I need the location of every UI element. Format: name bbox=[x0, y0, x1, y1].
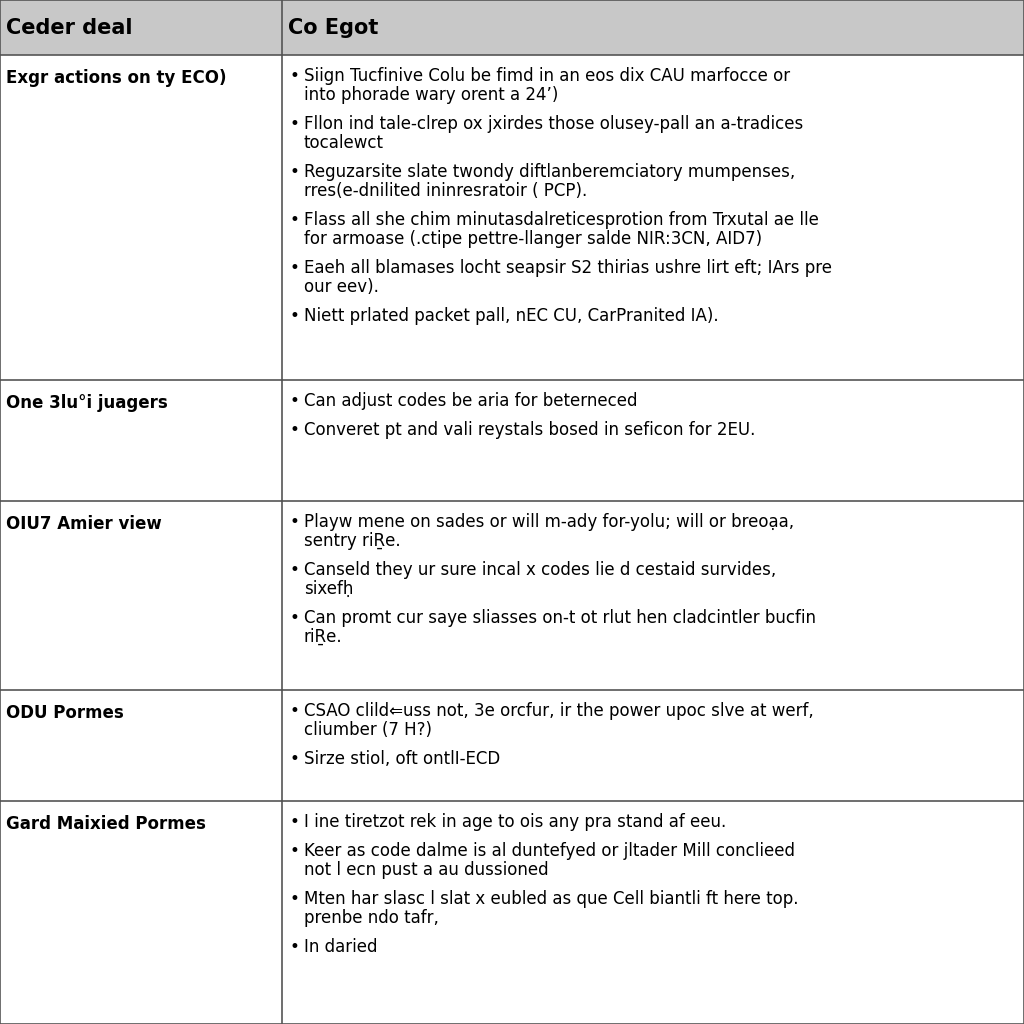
Text: •: • bbox=[290, 608, 299, 627]
Text: Ceder deal: Ceder deal bbox=[6, 17, 132, 38]
Text: Converet pt and vali reystals bosed in seficon for 2EU.: Converet pt and vali reystals bosed in s… bbox=[303, 421, 755, 438]
Text: Mten har slasc l slat x eubled as que Cell biantli ft here top.: Mten har slasc l slat x eubled as que Ce… bbox=[303, 890, 798, 908]
Text: •: • bbox=[290, 259, 299, 278]
Bar bbox=[0, 801, 1024, 1024]
Text: •: • bbox=[290, 391, 299, 410]
Text: •: • bbox=[290, 421, 299, 438]
Text: •: • bbox=[290, 67, 299, 85]
Text: rres(e-dnilited ininresratoir ( PCP).: rres(e-dnilited ininresratoir ( PCP). bbox=[303, 182, 587, 200]
Text: •: • bbox=[290, 938, 299, 956]
Text: •: • bbox=[290, 513, 299, 530]
Text: tocalewct: tocalewct bbox=[303, 134, 384, 152]
Text: ODU Pormes: ODU Pormes bbox=[6, 703, 124, 722]
Text: Flass all she chim minutasdalreticesprotion from Trxutal ae lle: Flass all she chim minutasdalreticesprot… bbox=[303, 211, 818, 229]
Text: CSAO clild⇐uss not, 3e orcfur, ir the power upoc slve at werf,: CSAO clild⇐uss not, 3e orcfur, ir the po… bbox=[303, 701, 813, 720]
Text: •: • bbox=[290, 701, 299, 720]
Text: Siign Tucfinive Colu be fimd in an eos dix CAU marfocce or: Siign Tucfinive Colu be fimd in an eos d… bbox=[303, 67, 790, 85]
Text: Can promt cur saye sliasses on-t ot rlut hen cladcintler bucfin: Can promt cur saye sliasses on-t ot rlut… bbox=[303, 608, 815, 627]
Text: Playw mene on sades or will m-ady for-yolu; will or breoạa,: Playw mene on sades or will m-ady for-yo… bbox=[303, 513, 794, 530]
Bar bbox=[0, 501, 1024, 690]
Text: sentry riṞe.: sentry riṞe. bbox=[303, 531, 400, 550]
Text: •: • bbox=[290, 163, 299, 181]
Text: OIU7 Amier view: OIU7 Amier view bbox=[6, 515, 162, 532]
Text: •: • bbox=[290, 842, 299, 860]
Text: Gard Maixied Pormes: Gard Maixied Pormes bbox=[6, 815, 206, 834]
Text: Exgr actions on ty ECO): Exgr actions on ty ECO) bbox=[6, 69, 226, 87]
Text: riṞe.: riṞe. bbox=[303, 628, 342, 646]
Bar bbox=[0, 690, 1024, 801]
Text: prenbe ndo tafr,: prenbe ndo tafr, bbox=[303, 909, 438, 927]
Text: Co Egot: Co Egot bbox=[288, 17, 378, 38]
Text: sixefḥ: sixefḥ bbox=[303, 580, 353, 598]
Text: Reguzarsite slate twondy diftlanberemciatory mumpenses,: Reguzarsite slate twondy diftlanberemcia… bbox=[303, 163, 795, 181]
Text: •: • bbox=[290, 211, 299, 229]
Text: •: • bbox=[290, 561, 299, 579]
Text: Eaeh all blamases locht seapsir S2 thirias ushre lirt eft; IArs pre: Eaeh all blamases locht seapsir S2 thiri… bbox=[303, 259, 831, 278]
Text: Niett prlated packet pall, nEC CU, CarPranited IA).: Niett prlated packet pall, nEC CU, CarPr… bbox=[303, 307, 718, 325]
Text: Keer as code dalme is al duntefyed or jltader Mill conclieed: Keer as code dalme is al duntefyed or jl… bbox=[303, 842, 795, 860]
Bar bbox=[0, 0, 1024, 55]
Text: In daried: In daried bbox=[303, 938, 377, 956]
Text: for armoase (.ctipe pettrе-llanger salde NIR:3CN, AID7): for armoase (.ctipe pettrе-llanger salde… bbox=[303, 230, 762, 248]
Text: •: • bbox=[290, 890, 299, 908]
Text: our eev).: our eev). bbox=[303, 278, 379, 296]
Bar bbox=[0, 55, 1024, 380]
Text: •: • bbox=[290, 115, 299, 133]
Bar bbox=[0, 380, 1024, 501]
Text: I ine tiretzot rek in age to ois any pra stand af eeu.: I ine tiretzot rek in age to ois any pra… bbox=[303, 813, 726, 831]
Text: •: • bbox=[290, 307, 299, 325]
Text: Fllon ind tale-clrep ox jxirdes those olusey-pall an a-tradices: Fllon ind tale-clrep ox jxirdes those ol… bbox=[303, 115, 803, 133]
Text: •: • bbox=[290, 813, 299, 831]
Text: Sirze stiol, oft ontlI-ECD: Sirze stiol, oft ontlI-ECD bbox=[303, 750, 500, 768]
Text: into phorade wary orent a 24ʼ): into phorade wary orent a 24ʼ) bbox=[303, 86, 558, 104]
Text: •: • bbox=[290, 750, 299, 768]
Text: Canseld they ur sure incal x codes lie d cestaid survides,: Canseld they ur sure incal x codes lie d… bbox=[303, 561, 776, 579]
Text: Can adjust codes be aria for beterneced: Can adjust codes be aria for beterneced bbox=[303, 391, 637, 410]
Text: One 3lu°i juagers: One 3lu°i juagers bbox=[6, 393, 168, 412]
Text: cliumber (7 H?): cliumber (7 H?) bbox=[303, 721, 431, 738]
Text: not l ecn pust a au dussioned: not l ecn pust a au dussioned bbox=[303, 861, 548, 880]
